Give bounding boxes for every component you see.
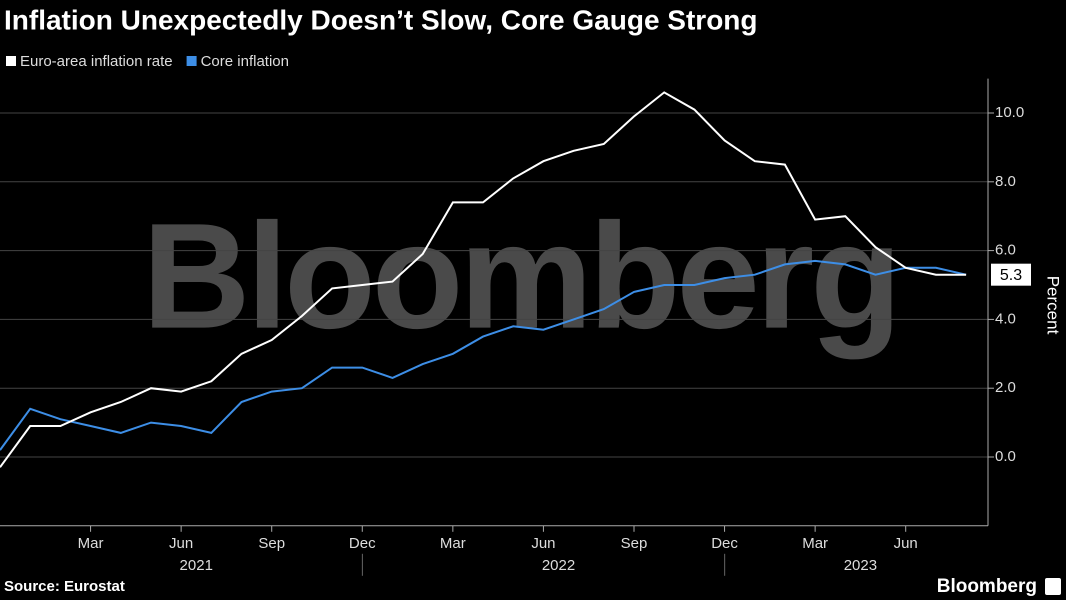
- brand-icon: [1045, 578, 1061, 595]
- last-value-label: 5.3: [1000, 267, 1022, 284]
- y-tick-label: 10.0: [995, 104, 1024, 121]
- x-tick-label: Sep: [258, 535, 285, 552]
- series-line: [0, 91, 967, 468]
- watermark: Bloomberg: [142, 192, 898, 360]
- y-axis-label: Percent: [1044, 276, 1063, 335]
- x-tick-label: Jun: [531, 535, 555, 552]
- legend-swatch: [6, 56, 16, 66]
- brand: Bloomberg: [937, 576, 1037, 597]
- y-tick-label: 8.0: [995, 173, 1016, 190]
- series-line: [0, 259, 967, 451]
- y-tick-label: 2.0: [995, 379, 1016, 396]
- x-tick-label: Mar: [440, 535, 466, 552]
- last-value-box: [991, 263, 1031, 286]
- legend-swatch: [186, 56, 197, 66]
- x-tick-label: Dec: [711, 535, 738, 552]
- y-tick-label: 6.0: [995, 242, 1016, 259]
- y-tick-label: 4.0: [995, 310, 1016, 327]
- legend-label: Core inflation: [201, 53, 289, 70]
- x-tick-label: Dec: [349, 535, 376, 552]
- chart-title: Inflation Unexpectedly Doesn’t Slow, Cor…: [4, 4, 758, 35]
- y-tick-label: 0.0: [995, 448, 1016, 465]
- x-tick-label: Mar: [802, 535, 828, 552]
- year-label: 2021: [180, 557, 213, 574]
- legend-label: Euro-area inflation rate: [20, 53, 173, 70]
- x-tick-label: Sep: [621, 535, 648, 552]
- source: Source: Eurostat: [4, 578, 125, 595]
- year-label: 2022: [542, 557, 575, 574]
- x-tick-label: Jun: [894, 535, 918, 552]
- x-tick-label: Jun: [169, 535, 193, 552]
- year-label: 2023: [844, 557, 877, 574]
- x-tick-label: Mar: [78, 535, 104, 552]
